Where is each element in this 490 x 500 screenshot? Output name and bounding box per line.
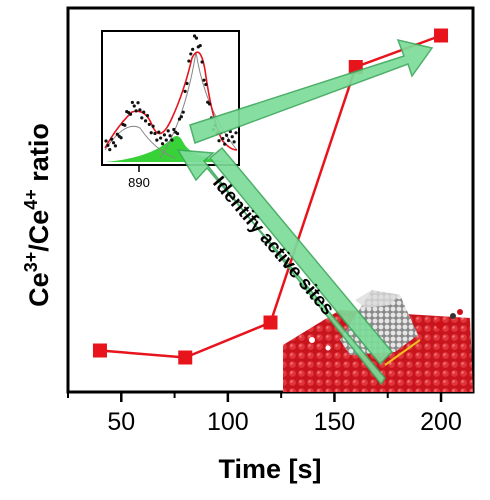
inset-data-point — [200, 60, 204, 64]
inset-data-point — [164, 138, 168, 142]
inset-data-point — [187, 59, 191, 63]
inset-data-point — [175, 132, 180, 136]
inset-data-point — [123, 123, 127, 127]
inset-data-point — [192, 34, 197, 38]
inset-data-point — [159, 136, 163, 140]
inset-data-point — [153, 131, 157, 136]
x-tick-label: 100 — [207, 408, 249, 436]
arrow-to-inset — [176, 149, 386, 386]
inset-data-point — [119, 136, 123, 140]
y-axis-label: Ce3+/Ce4+ ratio — [21, 123, 54, 307]
svg-text:Ce3+/Ce4+ ratio: Ce3+/Ce4+ ratio — [21, 123, 54, 307]
inset-data-point — [179, 115, 183, 119]
inset-data-point — [136, 101, 140, 105]
inset-data-point — [142, 110, 146, 114]
inset-data-point — [162, 133, 167, 137]
x-axis: 50 100 150 200 — [67, 392, 462, 436]
inset-data-point — [172, 127, 176, 132]
inset-data-point — [157, 130, 161, 134]
inset-data-point — [177, 117, 182, 121]
inset-data-point — [168, 134, 172, 138]
inset-data-point — [208, 102, 212, 106]
inset-data-point — [104, 139, 108, 143]
inset-green-component — [105, 135, 237, 162]
x-tick-label: 150 — [314, 408, 356, 436]
inset-data-point — [160, 142, 165, 146]
inset-data-point — [223, 142, 227, 146]
inset-data-point — [130, 100, 134, 105]
inset-data-point — [198, 44, 202, 48]
data-series — [92, 28, 449, 365]
data-point — [92, 343, 107, 358]
annotation-label: Identify active sites — [208, 173, 338, 320]
inset-data-point — [234, 131, 238, 135]
data-point — [434, 28, 449, 43]
inset-data-point — [140, 116, 144, 120]
inset-data-point — [155, 138, 159, 142]
inset-data-point — [111, 141, 116, 145]
inset-data-point — [217, 139, 221, 143]
inset-data-point — [189, 52, 193, 56]
inset-data-point — [113, 144, 118, 148]
inset-data-point — [151, 124, 155, 128]
inset-x-tick-label: 890 — [128, 175, 150, 190]
inset-data-point — [115, 132, 119, 136]
arrow-to-data-point — [189, 38, 434, 144]
x-axis-label: Time [s] — [218, 454, 321, 484]
inset-data-point — [143, 119, 148, 123]
inset-data-point — [181, 110, 185, 114]
inset-data-point — [185, 81, 189, 86]
inset-data-point — [230, 135, 234, 139]
inset-data-point — [149, 131, 153, 135]
inset-data-point — [138, 108, 142, 112]
inset-data-point — [145, 114, 150, 118]
inset-data-point — [106, 143, 110, 148]
annotation-band — [208, 146, 394, 366]
inset-data-point — [108, 147, 112, 152]
x-tick-label: 50 — [107, 408, 135, 436]
inset-data-point — [224, 133, 229, 137]
inset-data-point — [194, 36, 199, 40]
inset-data-point — [128, 112, 133, 116]
inset-data-point — [147, 122, 151, 127]
inset-data-point — [226, 138, 231, 143]
inset-data-point — [183, 89, 187, 93]
plot-frame — [66, 6, 475, 394]
inset-data-point — [132, 104, 136, 108]
inset-data-point — [204, 82, 208, 87]
inset-data-point — [221, 137, 225, 141]
inset-data-point — [232, 140, 236, 144]
inset-data-point — [191, 47, 195, 51]
inset-data-point — [110, 137, 114, 141]
inset-data-point — [170, 138, 174, 142]
x-tick-label: 200 — [420, 408, 462, 436]
inset-spectrum: 890 — [101, 30, 240, 190]
data-point — [178, 350, 193, 365]
inset-data-point — [166, 129, 170, 133]
inset-fit-line — [104, 51, 238, 151]
inset-data-point — [134, 109, 138, 113]
inset-data-point — [202, 78, 206, 82]
data-point — [263, 315, 278, 330]
